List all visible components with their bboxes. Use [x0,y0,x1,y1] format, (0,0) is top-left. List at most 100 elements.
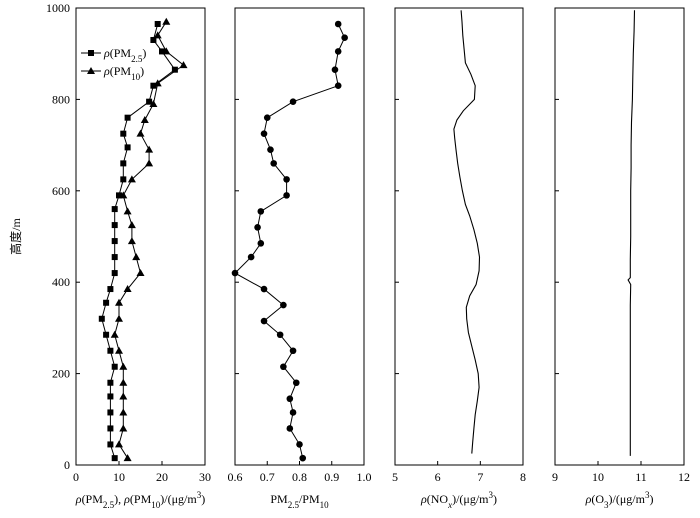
data-point [127,237,136,245]
data-point [260,317,268,325]
data-point [280,363,287,371]
x-axis-label-part-0: PM [270,492,288,506]
y-tick-label: 600 [52,184,70,198]
data-point [334,48,342,55]
x-tick-label: 7 [477,470,483,484]
data-point [124,114,131,121]
series-line [627,10,636,456]
data-point [120,160,127,167]
data-point [107,409,114,416]
panel-frame [394,7,524,466]
data-point [153,79,162,87]
x-axis-label-rest: (O [591,492,604,506]
data-point [260,285,268,293]
x-tick-label: 1.0 [357,470,372,484]
data-point [149,99,158,107]
data-point [263,114,271,121]
legend-entry-1-part-1: 10 [131,72,141,82]
data-point [289,98,297,105]
data-point [115,314,123,322]
data-point [111,270,118,277]
data-point [111,222,118,229]
panel-frame [234,7,365,466]
data-point [150,36,157,43]
data-point [120,130,127,137]
data-point [136,269,145,277]
data-point [145,159,154,167]
data-point [341,34,348,42]
x-tick-label: 5 [392,470,398,484]
x-tick-label: 0 [73,470,79,484]
x-axis-label-part-2: ), [114,492,124,506]
data-point [123,207,132,215]
data-point [116,192,122,199]
data-point [107,286,114,293]
data-point [115,440,123,448]
data-point [132,253,141,261]
data-point [334,82,342,89]
data-point [283,192,290,199]
y-tick-label: 1000 [46,1,70,15]
data-point [107,425,114,432]
data-point [292,379,300,387]
x-axis-label-part-3: 3 [645,490,650,500]
x-tick-label: 8 [520,470,526,484]
x-tick-label: 12 [678,470,690,484]
data-point [107,347,114,354]
x-axis-label-rest: (PM [130,492,152,506]
series-pm-0 [98,20,178,462]
legend-entry: ρ(PM2.5) [103,46,146,64]
data-point [107,441,114,448]
legend-entry-1-rest: (PM [110,64,132,78]
legend-entry-0-part-1: 2.5 [131,54,143,64]
x-axis-label-part-1: 2.5 [103,500,115,510]
x-axis-label-part-1: x [447,500,452,510]
x-axis-label-part-4: 10 [151,500,161,510]
data-point [127,221,136,229]
data-point [123,285,132,293]
data-point [119,392,128,400]
panel-frame [75,7,206,466]
x-axis-label-part-7: ) [201,492,205,506]
data-point [162,17,171,25]
data-point [111,206,118,213]
data-point [159,48,165,55]
data-point [107,379,114,386]
y-tick-label: 400 [52,275,70,289]
y-tick-label: 200 [52,367,70,381]
data-point [115,298,123,306]
x-axis-label-part-3: ρ(PM [123,492,151,506]
series-line [453,10,481,454]
legend-entry: ρ(PM10) [103,64,144,82]
data-point [267,146,274,153]
data-point [280,301,287,309]
data-point [115,346,123,354]
x-axis-label-part-4: ) [493,492,497,506]
data-point [257,208,265,215]
legend-entry-0-rest: (PM [110,46,132,60]
y-tick-label: 800 [52,92,70,106]
data-point [107,393,114,400]
y-axis-label: 高度/m [8,218,23,255]
x-axis-label: ρ(NOx)/(μg/m3) [420,490,497,510]
data-point [260,130,268,137]
x-axis-label-part-0: ρ(PM [75,492,103,506]
panel-o3: 9 10 11 12ρ(O3)/(μg/m3) [552,7,690,510]
x-tick-label: 10 [592,470,604,484]
panel-ratio: 0.6 0.7 0.8 0.9 1.0 PM2.5/PM10 [228,7,372,510]
legend-entry-1-rho: ρ [103,64,110,78]
data-point [119,408,128,416]
data-point [136,129,145,137]
x-tick-label: 0.7 [260,470,275,484]
data-point [162,47,171,55]
data-point [289,409,297,416]
data-point [153,31,162,39]
x-axis-label-rho: ρ [75,492,82,506]
data-point [110,330,119,338]
data-point [146,98,153,105]
data-point [127,175,136,183]
x-axis-label-rho: ρ [123,492,130,506]
series-line [114,21,185,459]
y-tick-label: 0 [64,458,70,472]
